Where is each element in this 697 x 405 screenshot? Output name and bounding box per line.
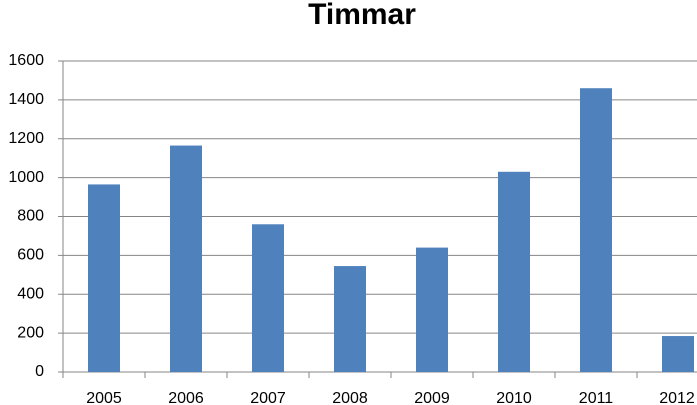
- bar: [334, 266, 366, 372]
- x-tick-label: 2005: [86, 390, 122, 405]
- x-tick-label: 2011: [579, 390, 614, 405]
- y-tick-label: 1400: [8, 91, 44, 108]
- x-tick-label: 2012: [659, 390, 695, 405]
- y-tick-label: 1600: [8, 52, 44, 69]
- x-tick-label: 2008: [332, 390, 368, 405]
- y-tick-label: 1200: [8, 130, 44, 147]
- y-tick-label: 600: [17, 247, 44, 264]
- y-tick-label: 800: [17, 208, 44, 225]
- x-tick-label: 2006: [168, 390, 204, 405]
- bar: [580, 88, 612, 373]
- x-tick-label: 2007: [250, 390, 286, 405]
- bar: [88, 184, 120, 372]
- y-tick-label: 1000: [8, 169, 44, 186]
- bar: [170, 145, 202, 372]
- x-tick-label: 2009: [414, 390, 450, 405]
- bar: [416, 247, 448, 372]
- y-tick-label: 200: [17, 324, 44, 341]
- y-tick-label: 0: [35, 363, 44, 380]
- x-tick-label: 2010: [496, 390, 532, 405]
- chart-title: Timmar: [308, 0, 416, 31]
- y-tick-label: 400: [17, 285, 44, 302]
- bar: [498, 171, 530, 372]
- bar: [252, 224, 284, 372]
- bar: [662, 336, 694, 372]
